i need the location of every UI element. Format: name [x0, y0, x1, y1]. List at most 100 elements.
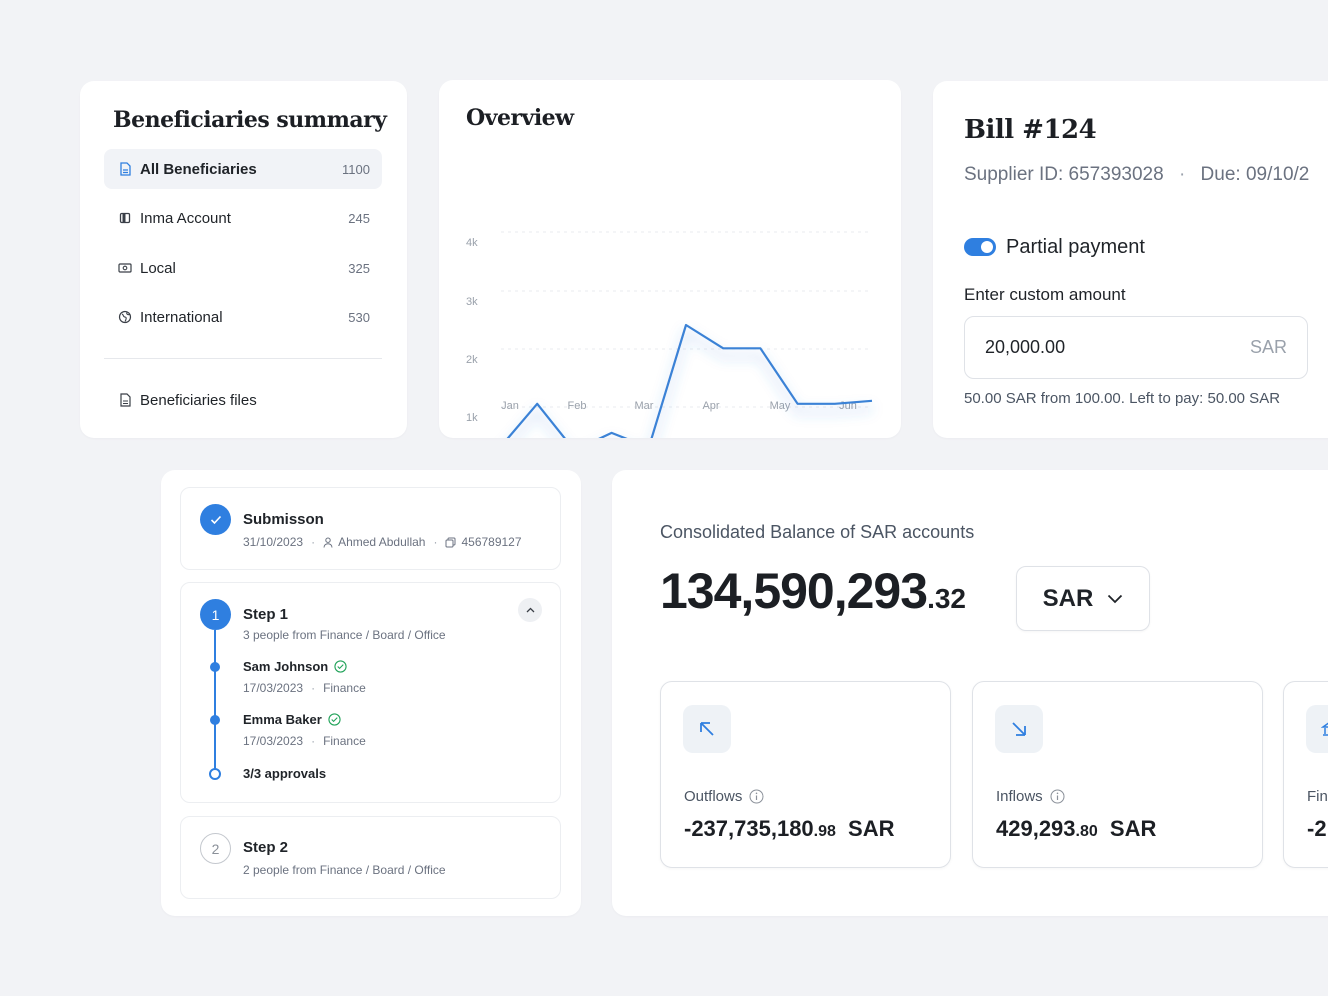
- info-icon[interactable]: [1050, 789, 1065, 804]
- approver-name: Sam Johnson: [243, 659, 347, 674]
- partial-payment-label: Partial payment: [1006, 236, 1145, 258]
- bank-card-icon: [118, 211, 132, 225]
- balance-amount: 134,590,293.32: [660, 562, 966, 620]
- outflows-card[interactable]: Outflows -237,735,180.98 SAR: [660, 681, 951, 868]
- beneficiaries-summary-card: Beneficiaries summary All Beneficiaries …: [80, 81, 407, 438]
- approver-meta: 17/03/2023 · Finance: [243, 734, 366, 748]
- overview-title: Overview: [466, 105, 574, 131]
- beneficiary-item-all[interactable]: All Beneficiaries 1100: [104, 149, 382, 189]
- payment-note: 50.00 SAR from 100.00. Left to pay: 50.0…: [964, 390, 1281, 407]
- financing-value: -2: [1307, 816, 1327, 841]
- submission-date: 31/10/2023: [243, 535, 304, 549]
- supplier-id: Supplier ID: 657393028: [964, 164, 1164, 185]
- approval-flow-card: Submisson 31/10/2023 · Ahmed Abdullah · …: [161, 470, 581, 916]
- approver-name: Emma Baker: [243, 712, 341, 727]
- bill-meta: Supplier ID: 657393028 · Due: 09/10/2: [964, 164, 1310, 185]
- bill-title: Bill #124: [964, 115, 1097, 145]
- beneficiary-item-international[interactable]: International 530: [104, 297, 382, 337]
- outflows-currency: SAR: [848, 816, 895, 841]
- outflows-decimal: .98: [813, 823, 836, 840]
- collapse-button[interactable]: [518, 598, 542, 622]
- balance-label: Consolidated Balance of SAR accounts: [660, 522, 975, 542]
- arrow-down-right-icon: [995, 705, 1043, 753]
- chevron-up-icon: [526, 607, 534, 613]
- series-line: [506, 323, 873, 438]
- inflows-value: 429,293.80 SAR: [996, 816, 1156, 842]
- x-tick-label: Feb: [568, 400, 587, 412]
- approver-dept: Finance: [323, 734, 366, 748]
- inflows-label: Inflows: [996, 788, 1065, 805]
- approver-date: 17/03/2023: [243, 681, 304, 695]
- user-icon: [323, 537, 333, 548]
- custom-amount-input[interactable]: [985, 337, 1250, 358]
- y-tick-label: 4k: [466, 237, 478, 249]
- step-subtitle: 3 people from Finance / Board / Office: [243, 628, 446, 642]
- beneficiary-item-label: International: [140, 308, 223, 326]
- approved-check-icon: [334, 660, 347, 673]
- chevron-down-icon: [1108, 594, 1123, 603]
- series-line-shadow: [510, 328, 873, 438]
- beneficiary-item-count: 245: [348, 210, 370, 226]
- outflows-label-text: Outflows: [684, 788, 743, 805]
- beneficiaries-files-label: Beneficiaries files: [140, 391, 257, 409]
- currency-select-value: SAR: [1042, 584, 1094, 612]
- y-tick-label: 2k: [466, 354, 478, 366]
- balance-decimal: .32: [927, 583, 966, 614]
- beneficiary-item-label: All Beneficiaries: [140, 160, 257, 178]
- arrow-up-left-icon: [683, 705, 731, 753]
- step-2-box: 2 Step 2 2 people from Finance / Board /…: [180, 816, 561, 899]
- beneficiary-item-label: Local: [140, 259, 176, 277]
- beneficiary-item-local[interactable]: Local 325: [104, 248, 382, 288]
- step-title: Step 2: [243, 839, 289, 856]
- financing-card[interactable]: Fin -2: [1283, 681, 1328, 868]
- submission-user: Ahmed Abdullah: [338, 535, 426, 549]
- document-icon: [118, 162, 132, 176]
- step-title: Step 1: [243, 606, 289, 623]
- bill-card: Bill #124 Supplier ID: 657393028 · Due: …: [933, 81, 1328, 438]
- file-icon: [118, 393, 132, 407]
- timeline-dot: [210, 662, 220, 672]
- step-number-badge: 2: [200, 833, 231, 864]
- approver-dept: Finance: [323, 681, 366, 695]
- inflows-label-text: Inflows: [996, 788, 1043, 805]
- beneficiary-item-count: 530: [348, 309, 370, 325]
- copy-icon: [445, 537, 456, 548]
- beneficiaries-files-link[interactable]: Beneficiaries files: [104, 380, 382, 420]
- inflows-currency: SAR: [1109, 816, 1157, 841]
- x-tick-label: Jan: [501, 400, 519, 412]
- timeline-end-dot: [209, 768, 221, 780]
- cash-icon: [118, 261, 132, 275]
- approved-check-icon: [328, 713, 341, 726]
- partial-payment-toggle[interactable]: [964, 238, 996, 256]
- outflows-label: Outflows: [684, 788, 764, 805]
- overview-card: Overview 4k 3k 2k 1k Jan Feb Mar Apr May Jun: [439, 80, 901, 438]
- consolidated-balance-card: Consolidated Balance of SAR accounts 134…: [612, 470, 1328, 916]
- beneficiary-item-count: 1100: [342, 161, 370, 177]
- custom-amount-label: Enter custom amount: [964, 285, 1126, 304]
- currency-select[interactable]: SAR: [1016, 566, 1150, 631]
- inflows-card[interactable]: Inflows 429,293.80 SAR: [972, 681, 1263, 868]
- approvals-summary: 3/3 approvals: [243, 766, 327, 781]
- custom-amount-field[interactable]: SAR: [964, 316, 1308, 379]
- step-subtitle: 2 people from Finance / Board / Office: [243, 863, 446, 877]
- globe-icon: [118, 310, 132, 324]
- beneficiary-item-count: 325: [348, 260, 370, 276]
- timeline-dot: [210, 715, 220, 725]
- balance-whole: 134,590,293: [660, 563, 928, 619]
- amount-currency: SAR: [1249, 337, 1287, 357]
- beneficiaries-title: Beneficiaries summary: [113, 107, 387, 133]
- submission-title: Submisson: [243, 511, 324, 528]
- submission-box: Submisson 31/10/2023 · Ahmed Abdullah · …: [180, 487, 561, 570]
- approver-name-text: Emma Baker: [243, 712, 322, 727]
- y-tick-label: 1k: [466, 412, 478, 424]
- outflows-whole: -237,735,180: [684, 816, 814, 841]
- info-icon[interactable]: [749, 789, 764, 804]
- beneficiary-item-inma[interactable]: Inma Account 245: [104, 198, 382, 238]
- financing-label: Fin: [1307, 788, 1328, 805]
- bank-icon: [1306, 705, 1328, 753]
- submission-ref: 456789127: [461, 535, 522, 549]
- step-1-box: 1 Step 1 3 people from Finance / Board /…: [180, 582, 561, 803]
- approver-date: 17/03/2023: [243, 734, 304, 748]
- approver-meta: 17/03/2023 · Finance: [243, 681, 366, 695]
